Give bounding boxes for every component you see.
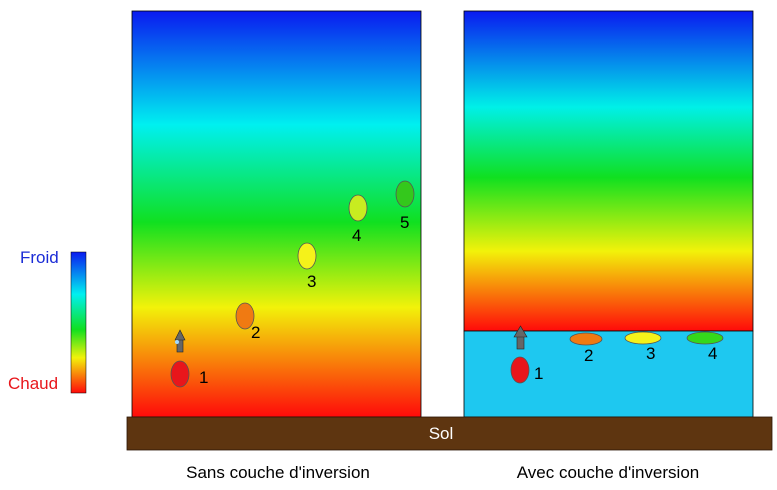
parcel-label: 1 — [199, 368, 208, 387]
ground: Sol — [126, 416, 773, 451]
air-column-right — [463, 10, 754, 332]
parcel-label: 5 — [400, 213, 409, 232]
ground-label: Sol — [429, 424, 454, 443]
rising-arrow-icon — [174, 329, 186, 353]
parcel-label: 2 — [251, 323, 260, 342]
parcel-label: 1 — [534, 364, 543, 383]
legend-cold-label: Froid — [20, 248, 59, 267]
panel-without-inversion: 1 2 3 4 5 Sans couche d'inversion — [131, 10, 422, 482]
air-parcel: 5 — [395, 180, 415, 232]
air-parcel: 4 — [348, 194, 368, 245]
air-parcel: 1 — [170, 360, 208, 388]
rising-arrow-icon — [513, 325, 528, 350]
parcel-label: 3 — [307, 272, 316, 291]
air-parcel: 1 — [510, 356, 543, 384]
panel-caption: Avec couche d'inversion — [517, 463, 699, 482]
air-parcel: 2 — [235, 302, 260, 342]
air-parcel: 2 — [569, 332, 603, 365]
ground-bar — [126, 416, 773, 451]
parcel-label: 2 — [584, 346, 593, 365]
parcel-label: 4 — [352, 226, 361, 245]
panel-with-inversion: 1 2 3 4 Avec couche d'inversion — [463, 10, 754, 482]
air-parcel: 4 — [686, 331, 724, 363]
parcel-label: 4 — [708, 344, 717, 363]
air-parcel: 3 — [297, 242, 316, 291]
panel-caption: Sans couche d'inversion — [186, 463, 370, 482]
air-column-left — [131, 10, 422, 418]
legend-warm-label: Chaud — [8, 374, 58, 393]
parcel-label: 3 — [646, 344, 655, 363]
temperature-legend: Froid Chaud — [8, 248, 87, 394]
air-parcel: 3 — [624, 331, 662, 363]
legend-color-bar — [70, 251, 87, 394]
